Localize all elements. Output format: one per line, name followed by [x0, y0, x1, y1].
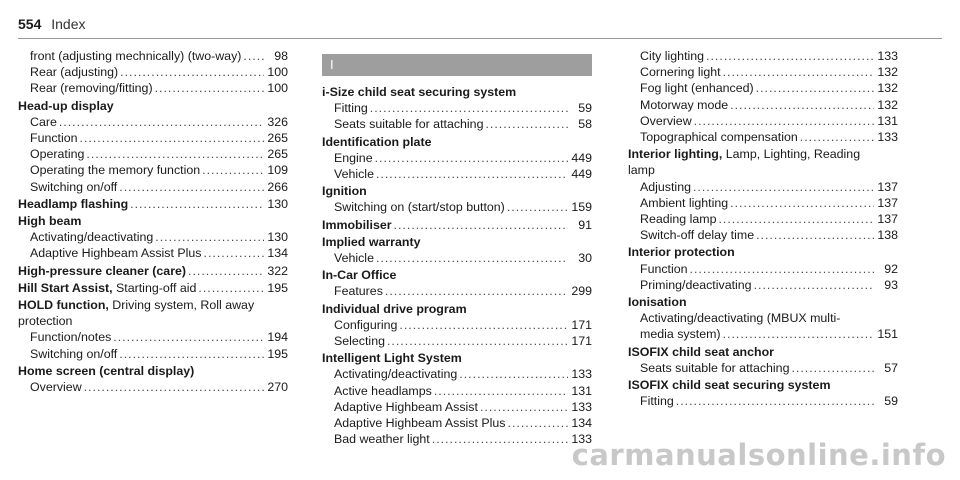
index-subentry-line[interactable]: Activating/deactivating (MBUX multi- [640, 311, 841, 326]
index-subentry[interactable]: Topographical compensation133 [628, 129, 898, 145]
index-entry-immobiliser[interactable]: Immobiliser91 [322, 217, 592, 233]
index-heading: Individual drive program [322, 301, 467, 316]
index-column-2: I i-Size child seat securing system Fitt… [322, 48, 592, 448]
index-subentry[interactable]: Activating/deactivating133 [322, 366, 592, 382]
index-subentry[interactable]: Seats suitable for attaching57 [628, 360, 898, 376]
index-heading: Intelligent Light System [322, 351, 462, 366]
index-entry-individual-drive-program: Individual drive program Configuring171 … [322, 301, 592, 350]
index-subentry[interactable]: Adaptive Highbeam Assist Plus134 [322, 415, 592, 431]
index-entry-identification-plate: Identification plate Engine449 Vehicle44… [322, 134, 592, 183]
index-subentry[interactable]: Operating265 [18, 146, 288, 162]
index-entry-ils-continued: City lighting133 Cornering light132 Fog … [628, 48, 898, 145]
index-entry-intelligent-light-system: Intelligent Light System Activating/deac… [322, 350, 592, 447]
index-subentry[interactable]: Cornering light132 [628, 64, 898, 80]
index-entry-ionisation: Ionisation Activating/deactivating (MBUX… [628, 294, 898, 343]
index-subentry[interactable]: Seats suitable for attaching58 [322, 116, 592, 132]
index-subentry[interactable]: Fitting59 [628, 393, 898, 409]
index-subentry[interactable]: Configuring171 [322, 317, 592, 333]
index-entry-ignition: Ignition Switching on (start/stop button… [322, 183, 592, 215]
index-subentry[interactable]: Function265 [18, 130, 288, 146]
index-entry-hill-start-assist[interactable]: Hill Start Assist, Starting-off aid195 [18, 280, 288, 296]
index-subentry[interactable]: Bad weather light133 [322, 431, 592, 447]
index-entry-home-screen: Home screen (central display) Overview27… [18, 363, 288, 395]
index-heading: High beam [18, 214, 82, 229]
index-entry-high-pressure-cleaner[interactable]: High-pressure cleaner (care)322 [18, 263, 288, 279]
index-heading: Ionisation [628, 295, 687, 310]
index-entry: front (adjusting mechnically) (two-way)9… [18, 48, 288, 97]
index-column-3: City lighting133 Cornering light132 Fog … [628, 48, 898, 410]
index-heading: Home screen (central display) [18, 363, 195, 378]
page-number: 554 [18, 16, 42, 32]
index-subentry[interactable]: Care326 [18, 114, 288, 130]
index-subentry[interactable]: Fitting59 [322, 100, 592, 116]
index-entry-high-beam: High beam Activating/deactivating130 Ada… [18, 213, 288, 262]
index-subentry[interactable]: Motorway mode132 [628, 97, 898, 113]
index-subentry[interactable]: Priming/deactivating93 [628, 277, 898, 293]
index-subentry[interactable]: Adaptive Highbeam Assist Plus134 [18, 245, 288, 261]
index-entry-interior-lighting: Interior lighting, Lamp, Lighting, Readi… [628, 146, 898, 243]
index-subentry[interactable]: Switch-off delay time138 [628, 227, 898, 243]
index-subentry[interactable]: Activating/deactivating130 [18, 229, 288, 245]
index-heading: Interior protection [628, 245, 735, 260]
index-heading: Implied warranty [322, 234, 421, 249]
index-entry-head-up-display: Head-up display Care326 Function265 Oper… [18, 98, 288, 195]
index-entry-interior-protection: Interior protection Function92 Priming/d… [628, 244, 898, 293]
index-subentry[interactable]: Selecting171 [322, 333, 592, 349]
index-subentry[interactable]: Adaptive Highbeam Assist133 [322, 399, 592, 415]
index-subentry[interactable]: front (adjusting mechnically) (two-way)9… [18, 48, 288, 64]
index-entry-in-car-office: In-Car Office Features299 [322, 267, 592, 299]
header-divider [18, 38, 942, 39]
index-entry-hold-function: HOLD function, Driving system, Roll away… [18, 297, 288, 362]
index-subentry[interactable]: Adjusting137 [628, 179, 898, 195]
index-subentry[interactable]: Switching on (start/stop button)159 [322, 199, 592, 215]
index-subentry[interactable]: Active headlamps131 [322, 383, 592, 399]
watermark: carmanualsonline.info [571, 438, 946, 472]
index-heading: Identification plate [322, 134, 432, 149]
index-heading: ISOFIX child seat anchor [628, 344, 774, 359]
index-heading: ISOFIX child seat securing system [628, 378, 831, 393]
index-subentry[interactable]: Switching on/off195 [18, 346, 288, 362]
index-subentry[interactable]: Vehicle30 [322, 250, 592, 266]
index-subentry[interactable]: Engine449 [322, 150, 592, 166]
index-subentry[interactable]: Rear (removing/fitting)100 [18, 80, 288, 96]
section-title: Index [51, 16, 86, 32]
index-entry-isofix-anchor: ISOFIX child seat anchor Seats suitable … [628, 344, 898, 376]
letter-heading: I [322, 54, 592, 76]
index-subentry[interactable]: Switching on/off266 [18, 179, 288, 195]
index-subentry[interactable]: Vehicle449 [322, 166, 592, 182]
index-subentry[interactable]: Function92 [628, 261, 898, 277]
index-entry-isofix-system: ISOFIX child seat securing system Fittin… [628, 377, 898, 409]
index-subentry[interactable]: Reading lamp137 [628, 211, 898, 227]
index-subentry[interactable]: media system)151 [628, 326, 898, 342]
index-subentry[interactable]: Ambient lighting137 [628, 195, 898, 211]
index-subentry[interactable]: Overview131 [628, 113, 898, 129]
index-entry-implied-warranty: Implied warranty Vehicle30 [322, 234, 592, 266]
index-column-1: front (adjusting mechnically) (two-way)9… [18, 48, 288, 396]
index-subentry[interactable]: Overview270 [18, 379, 288, 395]
index-subentry[interactable]: Rear (adjusting)100 [18, 64, 288, 80]
index-heading: Ignition [322, 184, 367, 199]
page-header: 554 Index [18, 16, 86, 32]
index-subentry[interactable]: Fog light (enhanced)132 [628, 80, 898, 96]
index-subentry[interactable]: Function/notes194 [18, 329, 288, 345]
index-subentry[interactable]: City lighting133 [628, 48, 898, 64]
index-heading: i-Size child seat securing system [322, 85, 517, 99]
index-heading: Head-up display [18, 98, 114, 113]
index-heading: In-Car Office [322, 268, 397, 283]
index-entry-headlamp-flashing[interactable]: Headlamp flashing130 [18, 196, 288, 212]
index-subentry[interactable]: Operating the memory function109 [18, 162, 288, 178]
index-subentry[interactable]: Features299 [322, 283, 592, 299]
index-entry-i-size: i-Size child seat securing system Fittin… [322, 84, 592, 133]
